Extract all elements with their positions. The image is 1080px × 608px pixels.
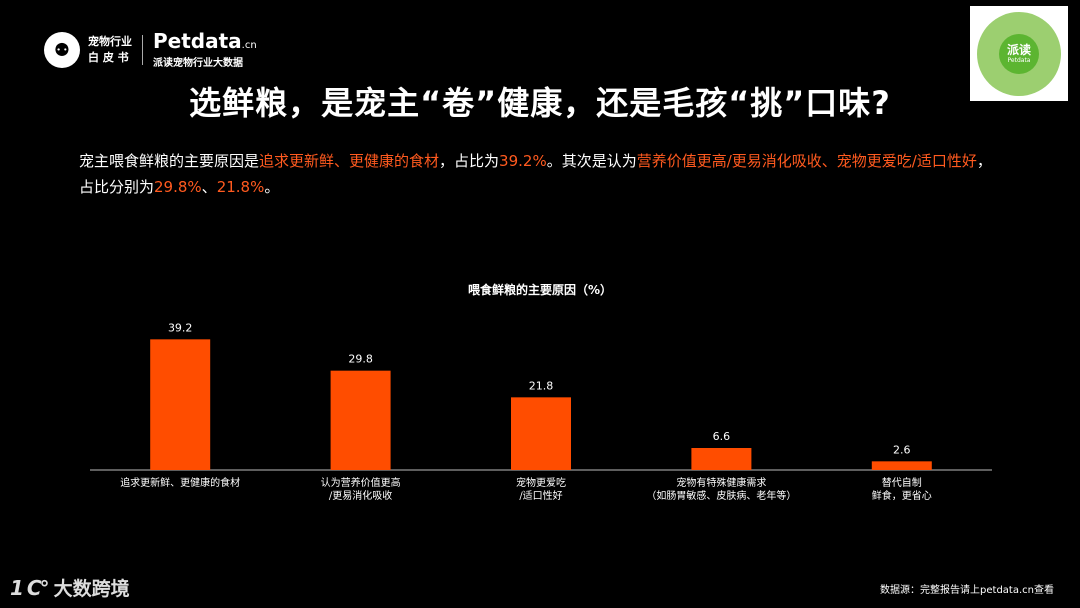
bar-2 [330, 370, 391, 470]
highlight-reason-1: 追求更新鲜、更健康的食材 [259, 152, 440, 170]
highlight-pct-3: 21.8% [216, 178, 265, 196]
category-label-4-line-1: 宠物有特殊健康需求 [676, 476, 766, 489]
logo-cn-line2: 白 皮 书 [88, 51, 129, 64]
footer-logo-text: 大数跨境 [53, 578, 130, 600]
category-label-5-line-1: 替代自制 [882, 476, 922, 489]
category-label-3-line-2: /适口性好 [519, 489, 562, 502]
qr-label: 派读 [1006, 42, 1031, 57]
highlight-pct-2: 29.8% [154, 178, 202, 196]
category-label-2-line-1: 认为营养价值更高 [321, 476, 401, 489]
logo-brand: Petdata.cn 派读宠物行业大数据 [153, 30, 257, 70]
highlight-pct-1: 39.2% [499, 152, 547, 170]
category-label-4-line-2: （如肠胃敏感、皮肤病、老年等） [646, 489, 796, 502]
chart-title: 喂食鲜粮的主要原因（%） [467, 283, 613, 297]
logo-cn-line1: 宠物行业 [88, 35, 132, 48]
qr-center-badge: 派读 Petdata [999, 33, 1039, 74]
bar-1 [150, 339, 211, 470]
qr-code[interactable]: 派读 Petdata [970, 6, 1068, 101]
description: 宠主喂食鲜粮的主要原因是追求更新鲜、更健康的食材，占比为39.2%。其次是认为营… [79, 152, 992, 196]
bar-chart: 39.2 追求更新鲜、更健康的食材 29.8 认为营养价值更高/更易消化吸收 21.8 宠… [90, 321, 992, 502]
pet-logo-icon: ⚉ [44, 32, 80, 68]
qr-sublabel: Petdata [1007, 56, 1031, 64]
category-label-3-line-1: 宠物更爱吃 [516, 476, 566, 489]
data-label-3: 21.8 [529, 379, 554, 392]
highlight-reason-2: 营养价值更高/更易消化吸收、宠物更爱吃/适口性好 [636, 152, 977, 170]
data-label-5: 2.6 [893, 443, 911, 456]
bar-5 [871, 461, 932, 470]
brand-name: Petdata.cn [153, 29, 257, 53]
data-label-4: 6.6 [713, 430, 731, 443]
qr-pattern: 派读 Petdata [977, 11, 1061, 96]
brand-subtitle: 派读宠物行业大数据 [153, 58, 243, 69]
logo-divider [142, 35, 143, 65]
category-label-2-line-2: /更易消化吸收 [329, 489, 392, 502]
logo-cn-text: 宠物行业 白 皮 书 [88, 34, 132, 66]
data-label-2: 29.8 [348, 353, 373, 366]
bar-3 [511, 397, 571, 470]
category-label-5-line-2: 鲜食，更省心 [872, 489, 932, 502]
page-title: 选鲜粮，是宠主“卷”健康，还是毛孩“挑”口味? [189, 84, 891, 122]
data-label-1: 39.2 [168, 321, 193, 334]
footer-logo-mark: 1 C° [10, 575, 50, 600]
brand-logo: ⚉ 宠物行业 白 皮 书 Petdata.cn 派读宠物行业大数据 [44, 30, 257, 70]
data-source: 数据源：完整报告请上petdata.cn查看 [880, 585, 1054, 596]
bar-4 [691, 448, 752, 470]
footer-logo: 1 C° 大数跨境 [10, 574, 130, 601]
category-label-1-line-1: 追求更新鲜、更健康的食材 [120, 476, 240, 489]
